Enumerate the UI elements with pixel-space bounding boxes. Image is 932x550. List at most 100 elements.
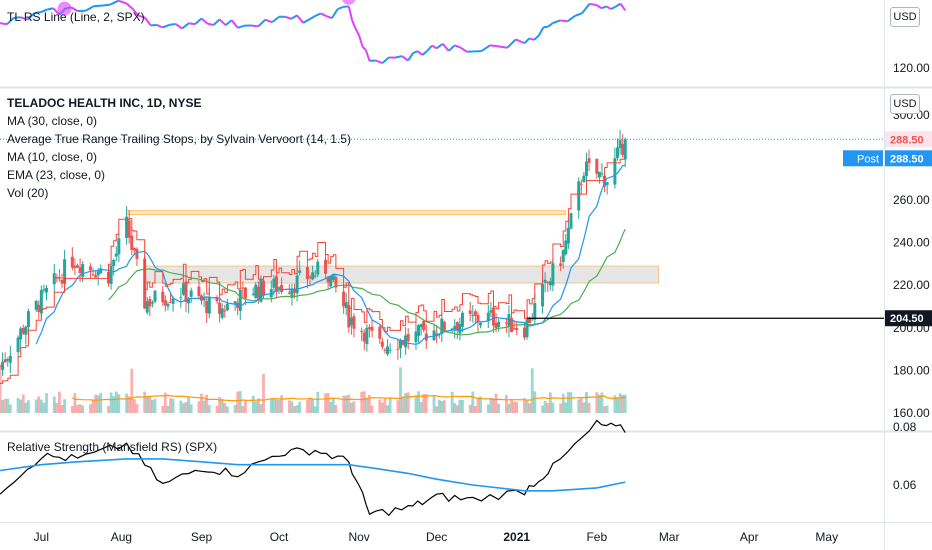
candle-body[interactable]	[344, 302, 348, 309]
candle-body[interactable]	[132, 247, 136, 251]
candle-body[interactable]	[150, 302, 154, 304]
candle-body[interactable]	[295, 275, 299, 294]
candle-body[interactable]	[19, 328, 23, 340]
candle-body[interactable]	[88, 266, 92, 271]
candle-body[interactable]	[334, 277, 338, 288]
candle-body[interactable]	[347, 305, 351, 328]
candle-body[interactable]	[21, 327, 25, 334]
candle-body[interactable]	[127, 220, 131, 238]
candle-body[interactable]	[78, 267, 82, 274]
candle-body[interactable]	[615, 147, 619, 158]
candle-body[interactable]	[280, 284, 284, 292]
candle-body[interactable]	[91, 274, 95, 276]
candle-body[interactable]	[130, 235, 134, 250]
candle-body[interactable]	[223, 310, 227, 312]
candle-body[interactable]	[510, 318, 514, 332]
candle-body[interactable]	[597, 171, 601, 178]
candle-body[interactable]	[324, 259, 328, 274]
candle-body[interactable]	[3, 359, 7, 363]
candle-body[interactable]	[455, 322, 459, 331]
candle-body[interactable]	[99, 268, 103, 274]
candle-body[interactable]	[497, 321, 501, 327]
candle-body[interactable]	[584, 161, 588, 176]
candle-body[interactable]	[316, 261, 320, 275]
candle-body[interactable]	[453, 326, 457, 330]
candle-body[interactable]	[543, 279, 547, 283]
candle-body[interactable]	[184, 281, 188, 302]
candle-body[interactable]	[290, 288, 294, 298]
candle-body[interactable]	[0, 365, 2, 367]
candle-body[interactable]	[311, 272, 315, 280]
candle-body[interactable]	[417, 325, 421, 336]
candle-body[interactable]	[243, 287, 247, 299]
candle-body[interactable]	[525, 319, 529, 338]
candle-body[interactable]	[202, 297, 206, 301]
candle-body[interactable]	[179, 297, 183, 299]
candle-body[interactable]	[259, 279, 263, 302]
candle-body[interactable]	[169, 301, 173, 303]
candle-body[interactable]	[522, 327, 526, 338]
candle-body[interactable]	[163, 300, 167, 306]
candle-body[interactable]	[26, 311, 30, 327]
candle-body[interactable]	[34, 300, 38, 310]
candle-body[interactable]	[367, 327, 371, 329]
candle-body[interactable]	[153, 290, 157, 302]
candle-body[interactable]	[256, 286, 260, 299]
candle-body[interactable]	[551, 263, 555, 286]
candle-body[interactable]	[422, 320, 426, 331]
legend-ma10[interactable]: MA (10, close, 0)	[7, 150, 98, 164]
candle-body[interactable]	[287, 292, 291, 294]
candle-body[interactable]	[313, 275, 317, 277]
candle-body[interactable]	[135, 248, 139, 259]
candle-body[interactable]	[489, 310, 493, 313]
candle-body[interactable]	[251, 293, 255, 295]
legend-ema23[interactable]: EMA (23, close, 0)	[7, 168, 106, 182]
candle-body[interactable]	[24, 326, 28, 335]
legend-ma30[interactable]: MA (30, close, 0)	[7, 114, 98, 128]
candle-body[interactable]	[238, 289, 242, 311]
candle-body[interactable]	[76, 265, 80, 268]
candle-body[interactable]	[145, 301, 149, 313]
candle-body[interactable]	[600, 173, 604, 175]
candle-body[interactable]	[404, 335, 408, 348]
candle-body[interactable]	[507, 314, 511, 327]
candle-body[interactable]	[298, 270, 302, 273]
candle-body[interactable]	[603, 175, 607, 187]
candle-body[interactable]	[380, 341, 384, 347]
candle-body[interactable]	[579, 183, 583, 185]
candle-body[interactable]	[623, 139, 627, 160]
support-zone[interactable]	[144, 265, 660, 284]
candle-body[interactable]	[621, 144, 625, 155]
candle-body[interactable]	[414, 331, 418, 343]
candle-body[interactable]	[396, 348, 400, 350]
candle-body[interactable]	[161, 291, 165, 303]
mansfield-legend[interactable]: Relative Strength (Mansfield RS) (SPX)	[7, 440, 218, 454]
candle-body[interactable]	[233, 301, 237, 305]
candle-body[interactable]	[112, 259, 116, 267]
candle-body[interactable]	[491, 307, 495, 326]
candle-body[interactable]	[16, 337, 20, 353]
candle-body[interactable]	[81, 264, 85, 277]
candle-body[interactable]	[148, 299, 152, 307]
candle-body[interactable]	[96, 271, 100, 276]
candle-body[interactable]	[515, 328, 519, 330]
candle-body[interactable]	[566, 227, 570, 244]
legend-volume[interactable]: Vol (20)	[7, 186, 49, 200]
candle-body[interactable]	[8, 355, 12, 363]
candle-body[interactable]	[63, 259, 67, 284]
candle-body[interactable]	[277, 287, 281, 289]
candle-body[interactable]	[171, 298, 175, 304]
candle-body[interactable]	[241, 287, 245, 289]
candle-body[interactable]	[55, 277, 59, 279]
candle-body[interactable]	[114, 253, 118, 257]
candle-body[interactable]	[595, 158, 599, 174]
candle-body[interactable]	[45, 287, 49, 293]
candle-body[interactable]	[437, 334, 441, 336]
candle-body[interactable]	[398, 339, 402, 349]
candle-body[interactable]	[274, 276, 278, 293]
rs-pane-currency-button[interactable]: USD	[890, 7, 920, 27]
candle-body[interactable]	[52, 273, 56, 285]
legend-atr-trailing-stops[interactable]: Average True Range Trailing Stops, by Sy…	[7, 132, 351, 146]
candle-body[interactable]	[225, 304, 229, 311]
candle-body[interactable]	[561, 250, 565, 262]
